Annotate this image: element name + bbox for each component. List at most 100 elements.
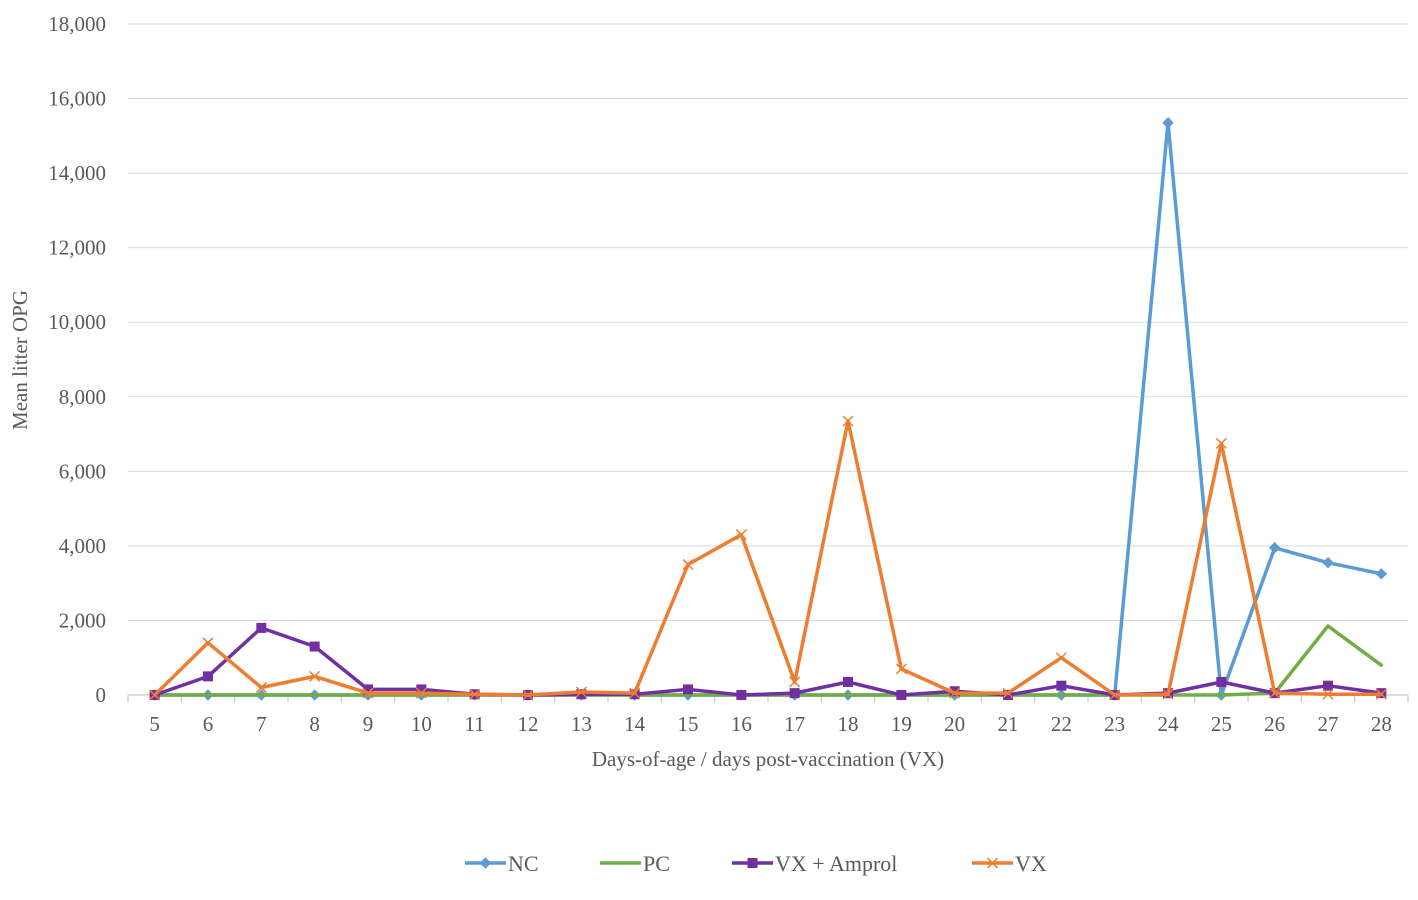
x-tick-label: 25 [1211,712,1232,736]
data-point-nc [1162,117,1174,129]
x-tick-label: 14 [624,712,646,736]
data-point-vx [1375,688,1387,700]
x-axis-title: Days-of-age / days post-vaccination (VX) [592,747,944,771]
data-point-vx [309,670,321,682]
data-point-vx [202,637,214,649]
data-point-vx-amprol [1323,680,1333,691]
series-line-vx-amprol [152,626,1384,697]
data-point-vx [1002,687,1014,699]
data-point-vx-amprol [896,690,907,700]
data-point-vx-amprol [736,690,747,700]
data-point-vx-amprol [203,671,213,682]
x-axis: 5 6 7 8 9 10 11 12 13 14 15 16 17 18 19 20 21 22 23 24 25 26 2… [127,695,1409,736]
y-tick-label: 4,000 [59,534,106,558]
data-point-vx [895,663,907,675]
data-point-vx [735,529,747,541]
data-point-vx-amprol [683,684,693,695]
x-tick-label: 17 [784,712,805,736]
y-tick-label: 14,000 [48,161,106,185]
legend-marker [747,858,758,868]
legend-label: PC [643,851,670,876]
series-vx-amprol [149,622,1387,700]
x-tick-label: 16 [731,712,752,736]
x-tick-label: 27 [1318,712,1339,736]
x-tick-label: 19 [891,712,912,736]
x-tick-label: 6 [203,712,214,736]
data-point-vx [682,558,694,571]
data-point-vx [789,676,801,688]
data-point-vx-amprol [256,622,267,633]
data-point-vx-amprol [309,641,320,652]
series-vx [149,415,1387,701]
x-tick-label: 21 [998,712,1019,736]
x-tick-label: 10 [411,712,432,736]
data-point-nc [1322,556,1334,569]
x-tick-label: 22 [1051,712,1072,736]
x-tick-label: 20 [944,712,965,736]
data-point-vx-amprol [1216,676,1227,687]
legend-item-nc: NC [465,851,539,876]
x-tick-label: 8 [309,712,320,736]
y-tick-label: 12,000 [48,236,106,260]
x-tick-label: 13 [571,712,592,736]
legend-item-pc: PC [600,851,670,876]
grid-layer [128,23,1408,696]
data-point-vx [1055,652,1067,664]
y-tick-label: 0 [96,683,107,707]
data-point-vx-amprol [1056,680,1067,691]
data-point-nc [1375,568,1388,580]
data-point-vx [149,689,161,701]
legend-marker [479,857,492,869]
x-tick-label: 18 [838,712,859,736]
data-point-vx [469,688,481,700]
x-tick-label: 15 [678,712,699,736]
legend-label: VX + Amprol [775,851,897,876]
data-point-vx [949,687,961,699]
legend: NC PC VX + Amprol VX [465,851,1047,876]
legend-item-vx: VX [972,851,1047,876]
x-tick-label: 23 [1104,712,1125,736]
data-point-vx [255,682,267,694]
data-point-vx-amprol [363,684,373,695]
data-point-vx [522,689,534,701]
data-point-vx-amprol [416,684,427,695]
x-tick-label: 26 [1264,712,1285,736]
data-point-vx [362,687,374,699]
data-point-vx [1162,688,1174,700]
x-tick-label: 12 [518,712,539,736]
x-tick-label: 11 [465,712,485,736]
data-point-vx [1215,437,1227,449]
x-tick-label: 9 [363,712,374,736]
data-point-vx [1109,689,1121,701]
series-layer [148,117,1388,701]
data-point-vx-amprol [1003,690,1013,700]
y-tick-label: 8,000 [59,385,106,409]
series-line-vx [152,419,1384,697]
data-point-vx [575,686,587,698]
y-tick-label: 16,000 [48,87,106,111]
data-point-vx [629,687,641,699]
data-point-vx [1269,687,1281,699]
data-point-vx-amprol [576,689,587,700]
x-tick-label: 5 [149,712,160,736]
x-tick-label: 28 [1371,712,1392,736]
legend-item-vx-amprol: VX + Amprol [732,851,897,876]
data-point-vx-amprol [789,688,800,699]
y-tick-label: 18,000 [48,12,106,36]
data-point-vx [415,687,427,699]
y-axis-title: Mean litter OPG [8,290,32,430]
y-tick-label: 6,000 [59,459,106,483]
x-tick-label: 7 [256,712,267,736]
legend-label: NC [508,851,539,876]
data-point-vx [842,415,854,427]
data-point-vx [1322,688,1334,700]
legend-label: VX [1015,851,1047,876]
y-axis: 0 2,000 4,000 6,000 8,000 10,000 12,000 14,000 1… [48,12,106,707]
data-point-vx-amprol [843,676,853,687]
y-tick-label: 2,000 [59,608,106,632]
data-point-nc [1268,542,1281,554]
legend-marker [986,857,999,869]
x-tick-label: 24 [1158,712,1180,736]
